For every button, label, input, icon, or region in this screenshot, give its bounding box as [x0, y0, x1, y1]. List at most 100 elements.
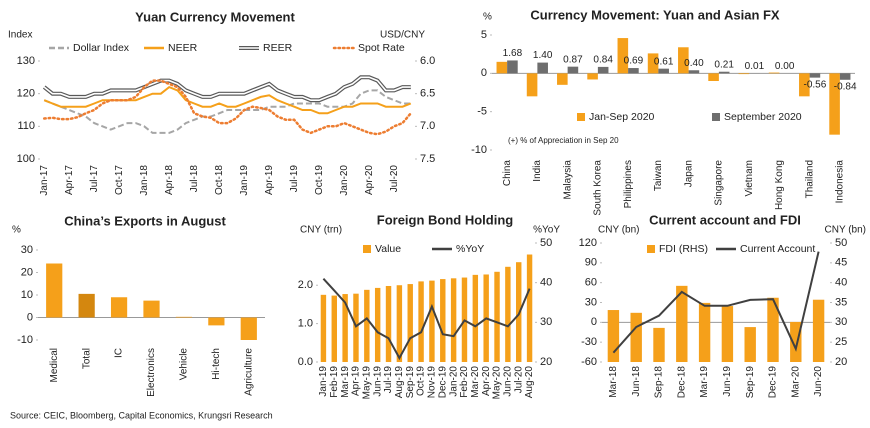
- chart-title: Current account and FDI: [649, 212, 801, 227]
- bar: [331, 295, 337, 362]
- x-tick-label: Jun-19: [372, 366, 383, 397]
- chart-title: Currency Movement: Yuan and Asian FX: [530, 7, 780, 22]
- chart-title: China’s Exports in August: [64, 213, 226, 228]
- y-tick-label: 0: [27, 311, 33, 323]
- bar: [799, 73, 810, 97]
- legend-swatch: [712, 113, 720, 121]
- y-tick-label: -5: [477, 106, 487, 118]
- y-tick-label: 30: [21, 244, 33, 256]
- x-tick-label: Mar-20: [790, 366, 801, 398]
- y-tick-label: -10: [471, 144, 487, 156]
- y-tick-label: 0: [591, 316, 597, 328]
- bar: [790, 321, 802, 362]
- x-tick-label: Jun-20: [503, 366, 514, 397]
- x-tick-label: Jan-19: [318, 366, 329, 397]
- x-tick-label: Mar-19: [699, 366, 710, 398]
- bar: [418, 281, 424, 362]
- data-label: 1.68: [503, 48, 523, 59]
- x-tick-label: Jul-20: [389, 165, 400, 193]
- y-tick-label: 100: [17, 153, 35, 165]
- x-tick-label: Oct-19: [416, 366, 427, 396]
- bar: [240, 317, 257, 340]
- y-tick-label: 0: [481, 67, 487, 79]
- bar: [567, 66, 579, 74]
- bar: [353, 293, 359, 362]
- x-tick-label: Japan: [683, 160, 694, 187]
- line: [43, 85, 412, 115]
- x-tick-label: Oct-19: [314, 165, 325, 195]
- legend-swatch: [577, 113, 585, 121]
- y-axis-label: %: [483, 12, 492, 23]
- bar: [738, 73, 750, 75]
- y2-tick-label: 6.0: [420, 55, 435, 67]
- data-label: 0.69: [624, 56, 644, 67]
- x-tick-label: Jul-18: [189, 165, 200, 193]
- x-tick-label: IC: [114, 348, 125, 358]
- x-tick-label: Aug-20: [524, 366, 535, 399]
- bar: [678, 47, 689, 74]
- y2-axis-label: USD/CNY: [380, 30, 425, 41]
- legend-label: FDI (RHS): [659, 243, 708, 255]
- x-tick-label: China: [502, 160, 513, 187]
- bar: [494, 271, 500, 362]
- x-tick-label: Jan-20: [448, 366, 459, 397]
- bar: [396, 285, 403, 362]
- x-tick-label: India: [532, 160, 543, 182]
- x-tick-label: Malaysia: [562, 160, 573, 200]
- bar: [829, 73, 840, 135]
- bar: [839, 73, 851, 80]
- bar: [46, 263, 63, 318]
- bar: [617, 38, 629, 74]
- bar: [472, 274, 479, 362]
- data-label: 0.00: [775, 61, 795, 72]
- data-label: 0.61: [654, 56, 674, 67]
- x-tick-label: Total: [81, 348, 92, 369]
- data-label: -0.56: [804, 79, 827, 90]
- bar: [628, 68, 639, 74]
- x-tick-label: Jul-20: [513, 366, 524, 394]
- x-tick-label: Thailand: [804, 160, 815, 198]
- x-tick-label: Jan-18: [139, 165, 150, 196]
- bar: [78, 293, 95, 318]
- x-tick-label: Dec-19: [768, 366, 779, 399]
- legend-label: Dollar Index: [73, 42, 130, 54]
- legend-swatch: [363, 245, 371, 253]
- legend-label: September 2020: [724, 111, 802, 123]
- y2-tick-label: 6.5: [420, 88, 435, 100]
- y-tick-label: 5: [481, 29, 487, 41]
- annotation: (+) % of Appreciation in Sep 20: [508, 136, 619, 145]
- x-tick-label: Jan-20: [339, 165, 350, 196]
- x-tick-label: Aug-19: [394, 366, 405, 399]
- bar: [557, 73, 568, 85]
- x-tick-label: Apr-17: [64, 165, 75, 195]
- y-axis-label: Index: [8, 30, 32, 41]
- x-tick-label: Electronics: [146, 348, 157, 397]
- y-tick-label: 0.0: [298, 356, 313, 368]
- bar: [143, 300, 160, 318]
- x-tick-label: Sep-19: [745, 366, 756, 399]
- x-tick-label: May-20: [492, 366, 503, 400]
- bar: [708, 73, 719, 81]
- bar: [450, 278, 457, 362]
- y-tick-label: 60: [585, 277, 597, 289]
- data-label: 1.40: [533, 50, 553, 61]
- data-label: 0.01: [745, 61, 765, 72]
- bar: [698, 302, 711, 362]
- bar: [587, 73, 598, 80]
- bar: [658, 68, 669, 74]
- x-tick-label: Jun-19: [722, 366, 733, 397]
- x-tick-label: Apr-19: [264, 165, 275, 195]
- bar: [537, 62, 548, 74]
- bar: [768, 72, 780, 74]
- y2-tick-label: 20: [540, 356, 552, 368]
- chart-title: Foreign Bond Holding: [377, 212, 514, 227]
- x-tick-label: Sep-19: [405, 366, 416, 399]
- x-tick-label: Nov-19: [427, 366, 438, 399]
- bar: [175, 316, 193, 318]
- bar: [208, 317, 225, 326]
- bar: [630, 312, 642, 362]
- y-tick-label: 10: [21, 289, 33, 301]
- legend-label: Spot Rate: [358, 42, 405, 54]
- bar: [385, 285, 392, 362]
